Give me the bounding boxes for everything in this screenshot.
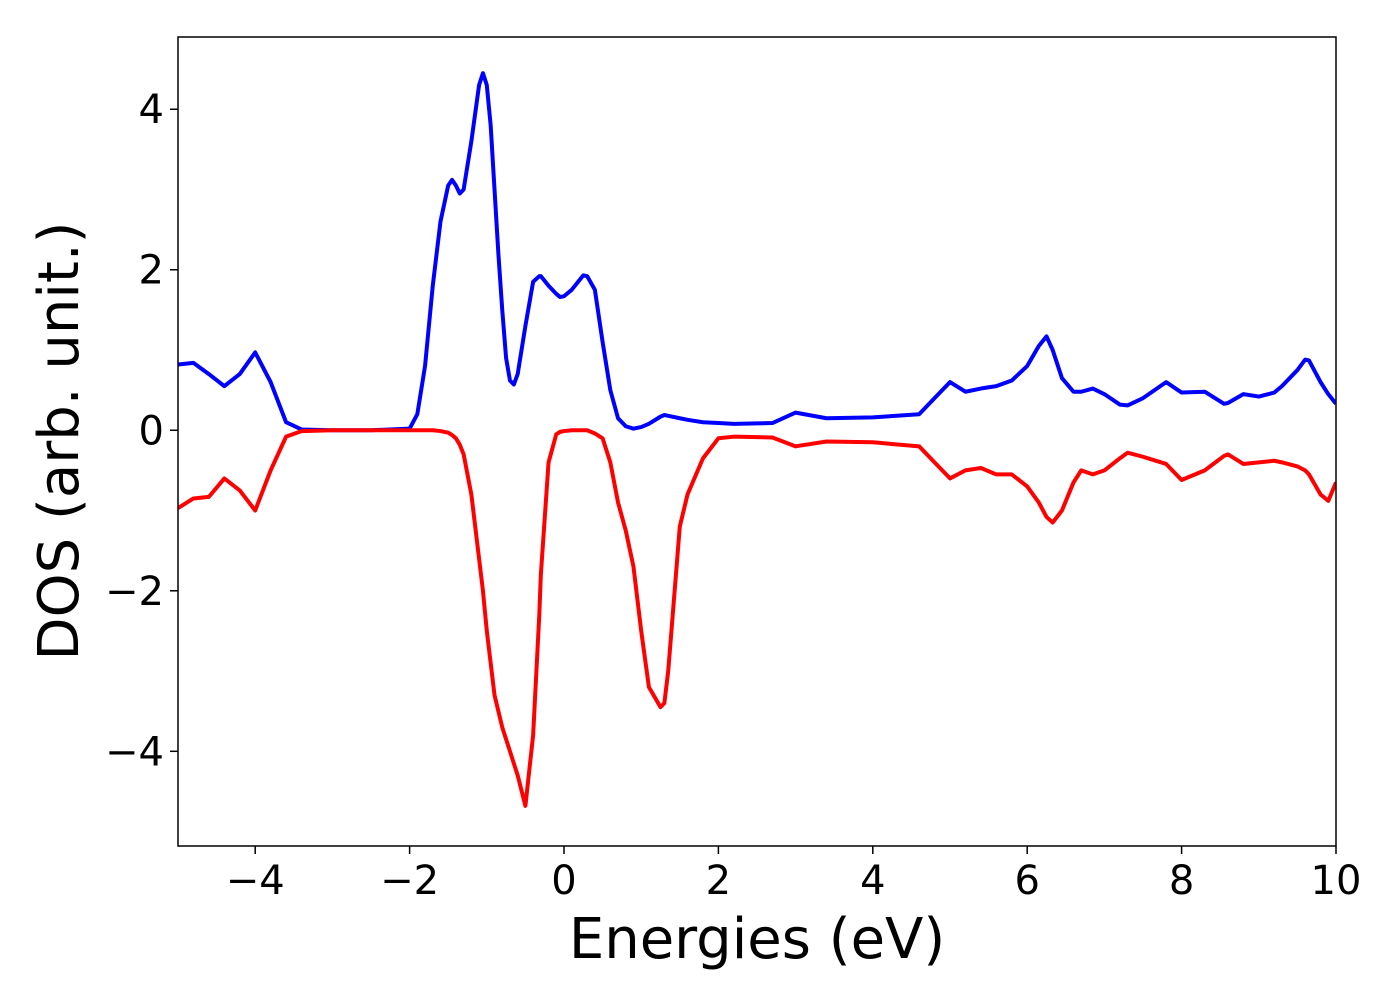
x-tick-label: 8 [1169,858,1194,904]
x-tick-label: 4 [860,858,885,904]
series-line [178,428,1336,808]
plot-frame [177,36,1337,847]
x-tick-label: −2 [380,858,439,904]
y-tick-label: 4 [139,87,164,133]
y-tick-label: 0 [139,408,164,454]
y-tick-label: 2 [139,248,164,294]
y-axis-label: DOS (arb. unit.) [27,221,92,660]
x-tick-label: 2 [706,858,731,904]
y-tick-label: −4 [105,729,164,775]
x-axis-label: Energies (eV) [569,907,945,972]
series-line [178,71,1336,433]
x-tick-label: −4 [226,858,285,904]
x-tick-label: 10 [1311,858,1362,904]
x-tick-label: 0 [551,858,576,904]
y-tick-label: −2 [105,569,164,615]
x-tick-label: 6 [1014,858,1039,904]
